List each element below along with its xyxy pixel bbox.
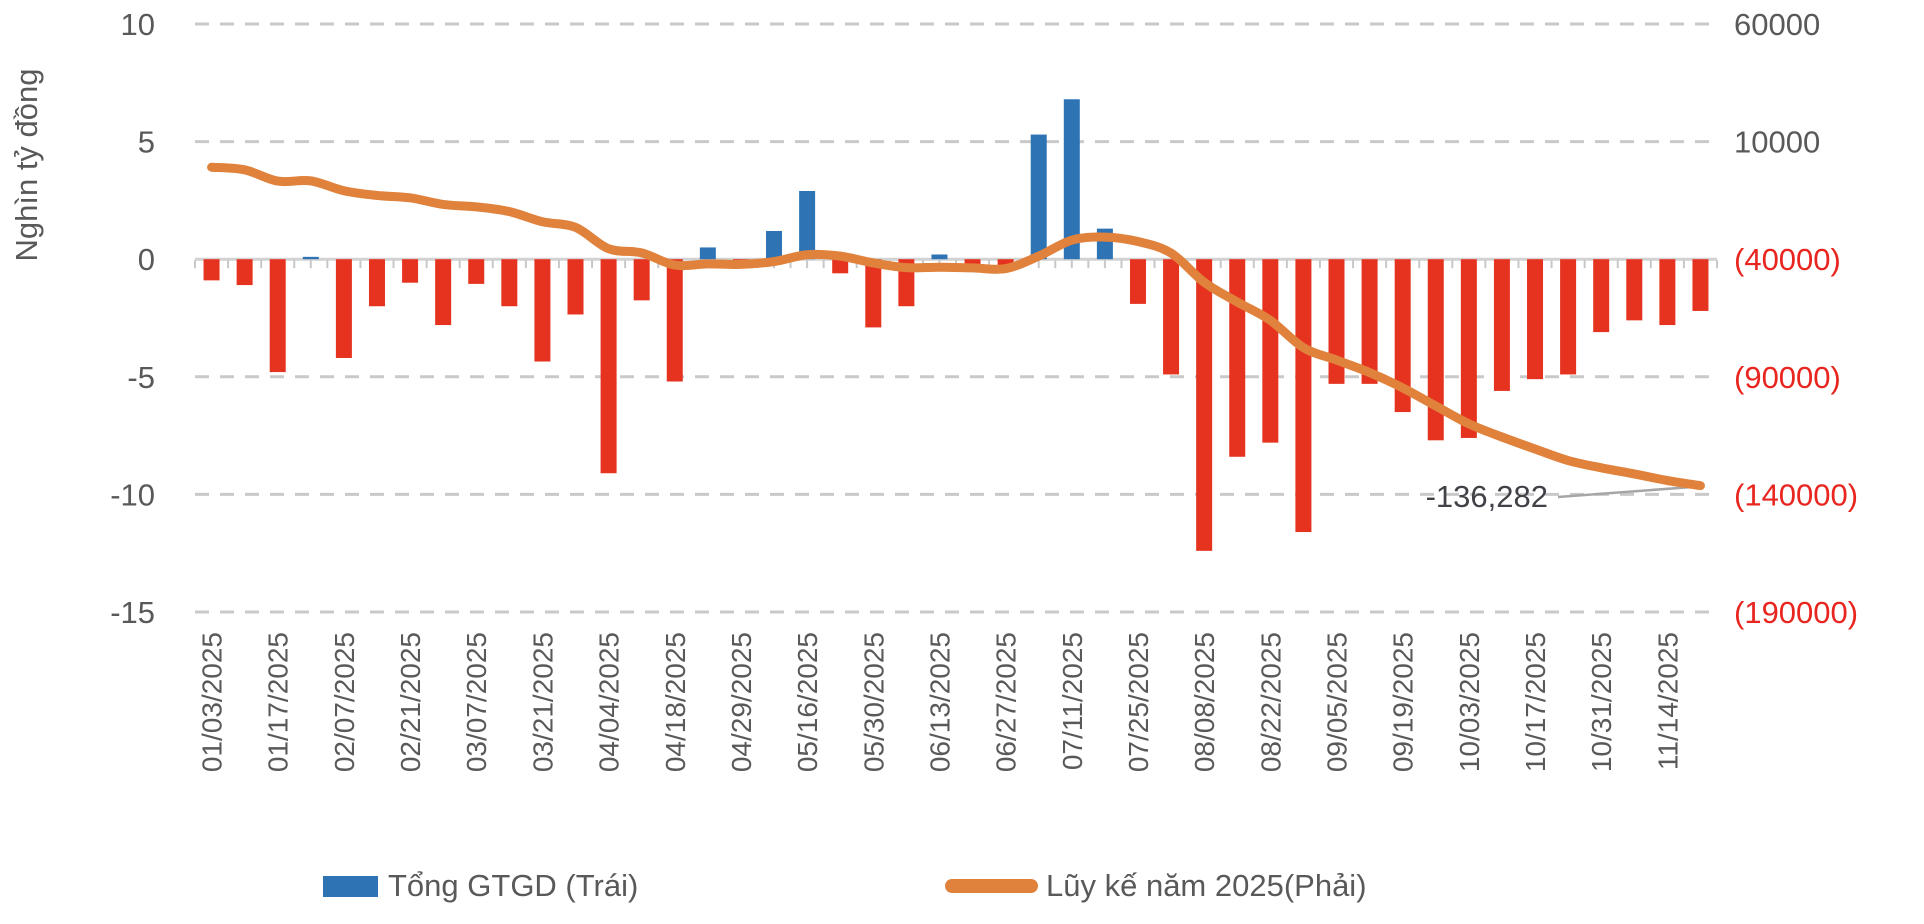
x-axis-tick-label: 08/08/2025 — [1189, 632, 1220, 772]
x-axis-tick-label: 10/03/2025 — [1454, 632, 1485, 772]
left-axis-tick-label: 10 — [121, 7, 155, 42]
bar — [1262, 259, 1279, 443]
x-axis-tick-label: 09/19/2025 — [1388, 632, 1419, 772]
bar — [799, 190, 816, 260]
bar — [1527, 259, 1544, 380]
bar — [1030, 134, 1047, 260]
bar — [335, 259, 352, 358]
x-axis-tick-label: 07/11/2025 — [1057, 632, 1088, 770]
x-axis-tick-label: 03/07/2025 — [461, 632, 492, 772]
x-axis-tick-label: 06/27/2025 — [991, 632, 1022, 772]
bar — [1129, 259, 1146, 304]
bar — [997, 259, 1014, 267]
bar — [699, 247, 716, 260]
bar — [964, 259, 981, 267]
left-axis-tick-label: 0 — [138, 242, 155, 277]
left-axis-tick-label: -15 — [110, 595, 155, 630]
bar — [1196, 259, 1213, 551]
legend: Tổng GTGD (Trái) Lũy kế năm 2025(Phải) — [0, 862, 1924, 910]
left-axis-tick-label: -10 — [110, 477, 155, 512]
x-axis-tick-label: 04/18/2025 — [660, 632, 691, 772]
bar — [534, 259, 551, 362]
bar — [501, 259, 518, 307]
bar — [1163, 259, 1180, 375]
right-axis-tick-label: (40000) — [1734, 242, 1841, 277]
bar — [865, 259, 882, 328]
x-axis-tick-label: 02/21/2025 — [395, 632, 426, 772]
x-axis-tick-label: 05/30/2025 — [858, 632, 889, 772]
legend-item-line: Lũy kế năm 2025(Phải) — [945, 862, 1367, 910]
bar — [931, 254, 948, 260]
right-axis-tick-label: (140000) — [1734, 477, 1858, 512]
bar — [1659, 259, 1676, 326]
x-axis-tick-label: 10/31/2025 — [1586, 632, 1617, 772]
bar — [1229, 259, 1246, 457]
bar — [1593, 259, 1610, 333]
bar — [1560, 259, 1577, 375]
bar — [567, 259, 584, 315]
bar — [1460, 259, 1477, 438]
bar — [666, 259, 683, 382]
left-axis-title: Nghìn tỷ đồng — [9, 68, 44, 262]
x-axis-tick-label: 06/13/2025 — [924, 632, 955, 772]
x-axis-tick-label: 10/17/2025 — [1520, 632, 1551, 772]
left-axis-tick-label: -5 — [127, 360, 155, 395]
right-axis-tick-label: 10000 — [1734, 125, 1820, 160]
bar — [600, 259, 617, 474]
bar — [1427, 259, 1444, 441]
bar — [1063, 99, 1080, 260]
bar — [468, 259, 485, 284]
left-axis-tick-label: 5 — [138, 125, 155, 160]
bar — [1328, 259, 1345, 384]
line-series-swatch — [945, 879, 1038, 893]
x-axis-tick-label: 07/25/2025 — [1123, 632, 1154, 772]
x-axis-tick-label: 02/07/2025 — [329, 632, 360, 772]
x-axis-tick-label: 04/04/2025 — [594, 632, 625, 772]
bar — [1295, 259, 1312, 533]
bar — [766, 230, 783, 260]
bar — [435, 259, 452, 326]
bar — [302, 256, 319, 260]
x-axis-tick-label: 11/14/2025 — [1652, 632, 1683, 770]
x-axis-tick-label: 08/22/2025 — [1255, 632, 1286, 772]
bar — [269, 259, 286, 373]
bar — [402, 259, 419, 283]
right-axis-tick-label: (90000) — [1734, 360, 1841, 395]
bar-series-swatch — [323, 875, 378, 897]
x-axis-tick-label: 09/05/2025 — [1322, 632, 1353, 772]
bar — [1493, 259, 1510, 391]
bar — [203, 259, 220, 281]
cumulative-line — [207, 162, 1705, 491]
x-axis-tick-label: 01/17/2025 — [263, 632, 294, 772]
bar — [1692, 259, 1709, 311]
x-axis-tick-label: 05/16/2025 — [792, 632, 823, 772]
bar — [236, 259, 253, 286]
bar — [633, 259, 650, 301]
bar — [1626, 259, 1643, 321]
line-series-label: Lũy kế năm 2025(Phải) — [1046, 868, 1367, 903]
bar — [1361, 259, 1378, 384]
annotation-leader-line — [1557, 485, 1693, 499]
x-axis-tick-label: 03/21/2025 — [527, 632, 558, 772]
legend-item-bars: Tổng GTGD (Trái) — [323, 862, 638, 910]
bar-series-label: Tổng GTGD (Trái) — [388, 868, 639, 903]
x-axis-tick-label: 01/03/2025 — [197, 632, 228, 772]
right-axis-tick-label: (190000) — [1734, 595, 1858, 630]
bar — [832, 259, 849, 274]
bar — [1394, 259, 1411, 413]
right-axis-tick-label: 60000 — [1734, 7, 1820, 42]
line-end-annotation: -136,282 — [1425, 479, 1548, 514]
x-axis-tick-label: 04/29/2025 — [726, 632, 757, 772]
bar — [368, 259, 385, 307]
